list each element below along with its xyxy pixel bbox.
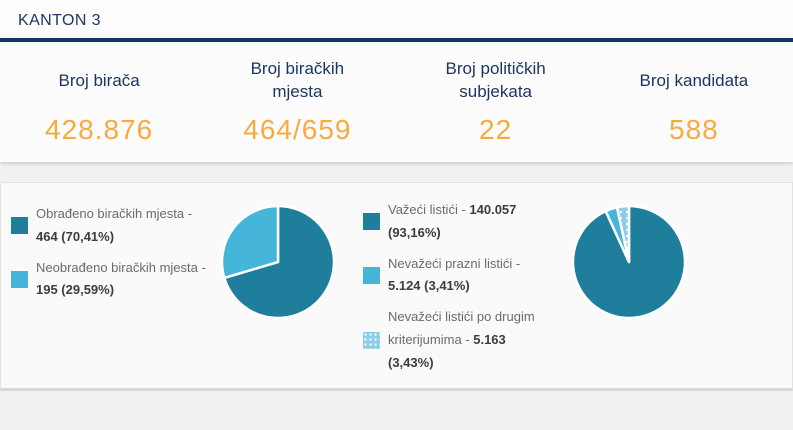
header: KANTON 3 [0,0,793,42]
legend-label: Nevažeći prazni listići - 5.124 (3,41%) [388,255,521,294]
legend-swatch [363,266,380,284]
stat-broj-biraca: Broj birača 428.876 [0,56,198,146]
legend-item: Važeći listići - 140.057 (93,16%) [363,199,553,245]
stat-broj-politickih-subjekata: Broj političkih subjekata 22 [397,56,595,146]
legend-item: Obrađeno biračkih mjesta - 464 (70,41%) [11,203,213,249]
legend-swatch [363,331,380,349]
legend-item: Neobrađeno biračkih mjesta - 195 (29,59%… [11,257,213,303]
legend-label: Obrađeno biračkih mjesta - 464 (70,41%) [36,206,193,244]
stat-broj-kandidata: Broj kandidata 588 [595,56,793,146]
pie-chart-listici [571,204,687,320]
legend-label: Nevažeći listići po drugim kriterijumima… [388,309,535,370]
stat-broj-birackih-mjesta: Broj biračkih mjesta 464/659 [198,56,396,146]
legend-label: Važeći listići - 140.057 (93,16%) [388,202,517,240]
legend-item: Nevažeći listići po drugim kriterijumima… [363,306,553,374]
stat-value: 22 [479,114,513,145]
stat-value: 428.876 [45,114,154,145]
stat-value: 588 [669,114,719,145]
kpi-strip: Broj birača 428.876 Broj biračkih mjesta… [0,42,793,162]
legend-label: Neobrađeno biračkih mjesta - 195 (29,59%… [36,259,206,298]
legend-item: Nevažeći prazni listići - 5.124 (3,41%) [363,253,553,299]
legend-swatch [363,213,380,231]
election-dashboard: KANTON 3 Broj birača 428.876 Broj biračk… [0,0,793,391]
stat-label: Broj kandidata [639,70,749,90]
legend-swatch [11,217,28,235]
stat-value: 464/659 [243,114,352,145]
stat-label: Broj birača [58,70,140,90]
legend-swatch [11,270,28,288]
page-title: KANTON 3 [18,12,101,29]
pie-chart-biracka-mjesta [220,204,336,320]
stat-label: Broj biračkih mjesta [250,59,345,101]
legend-biracka-mjesta: Obrađeno biračkih mjesta - 464 (70,41%) N… [11,197,213,310]
legend-listici: Važeći listići - 140.057 (93,16%) Nevažeć… [363,197,553,382]
stat-label: Broj političkih subjekata [445,59,546,101]
pie-slice [615,204,631,264]
charts-card: Obrađeno biračkih mjesta - 464 (70,41%) N… [0,182,793,391]
pie-slice [220,204,280,280]
